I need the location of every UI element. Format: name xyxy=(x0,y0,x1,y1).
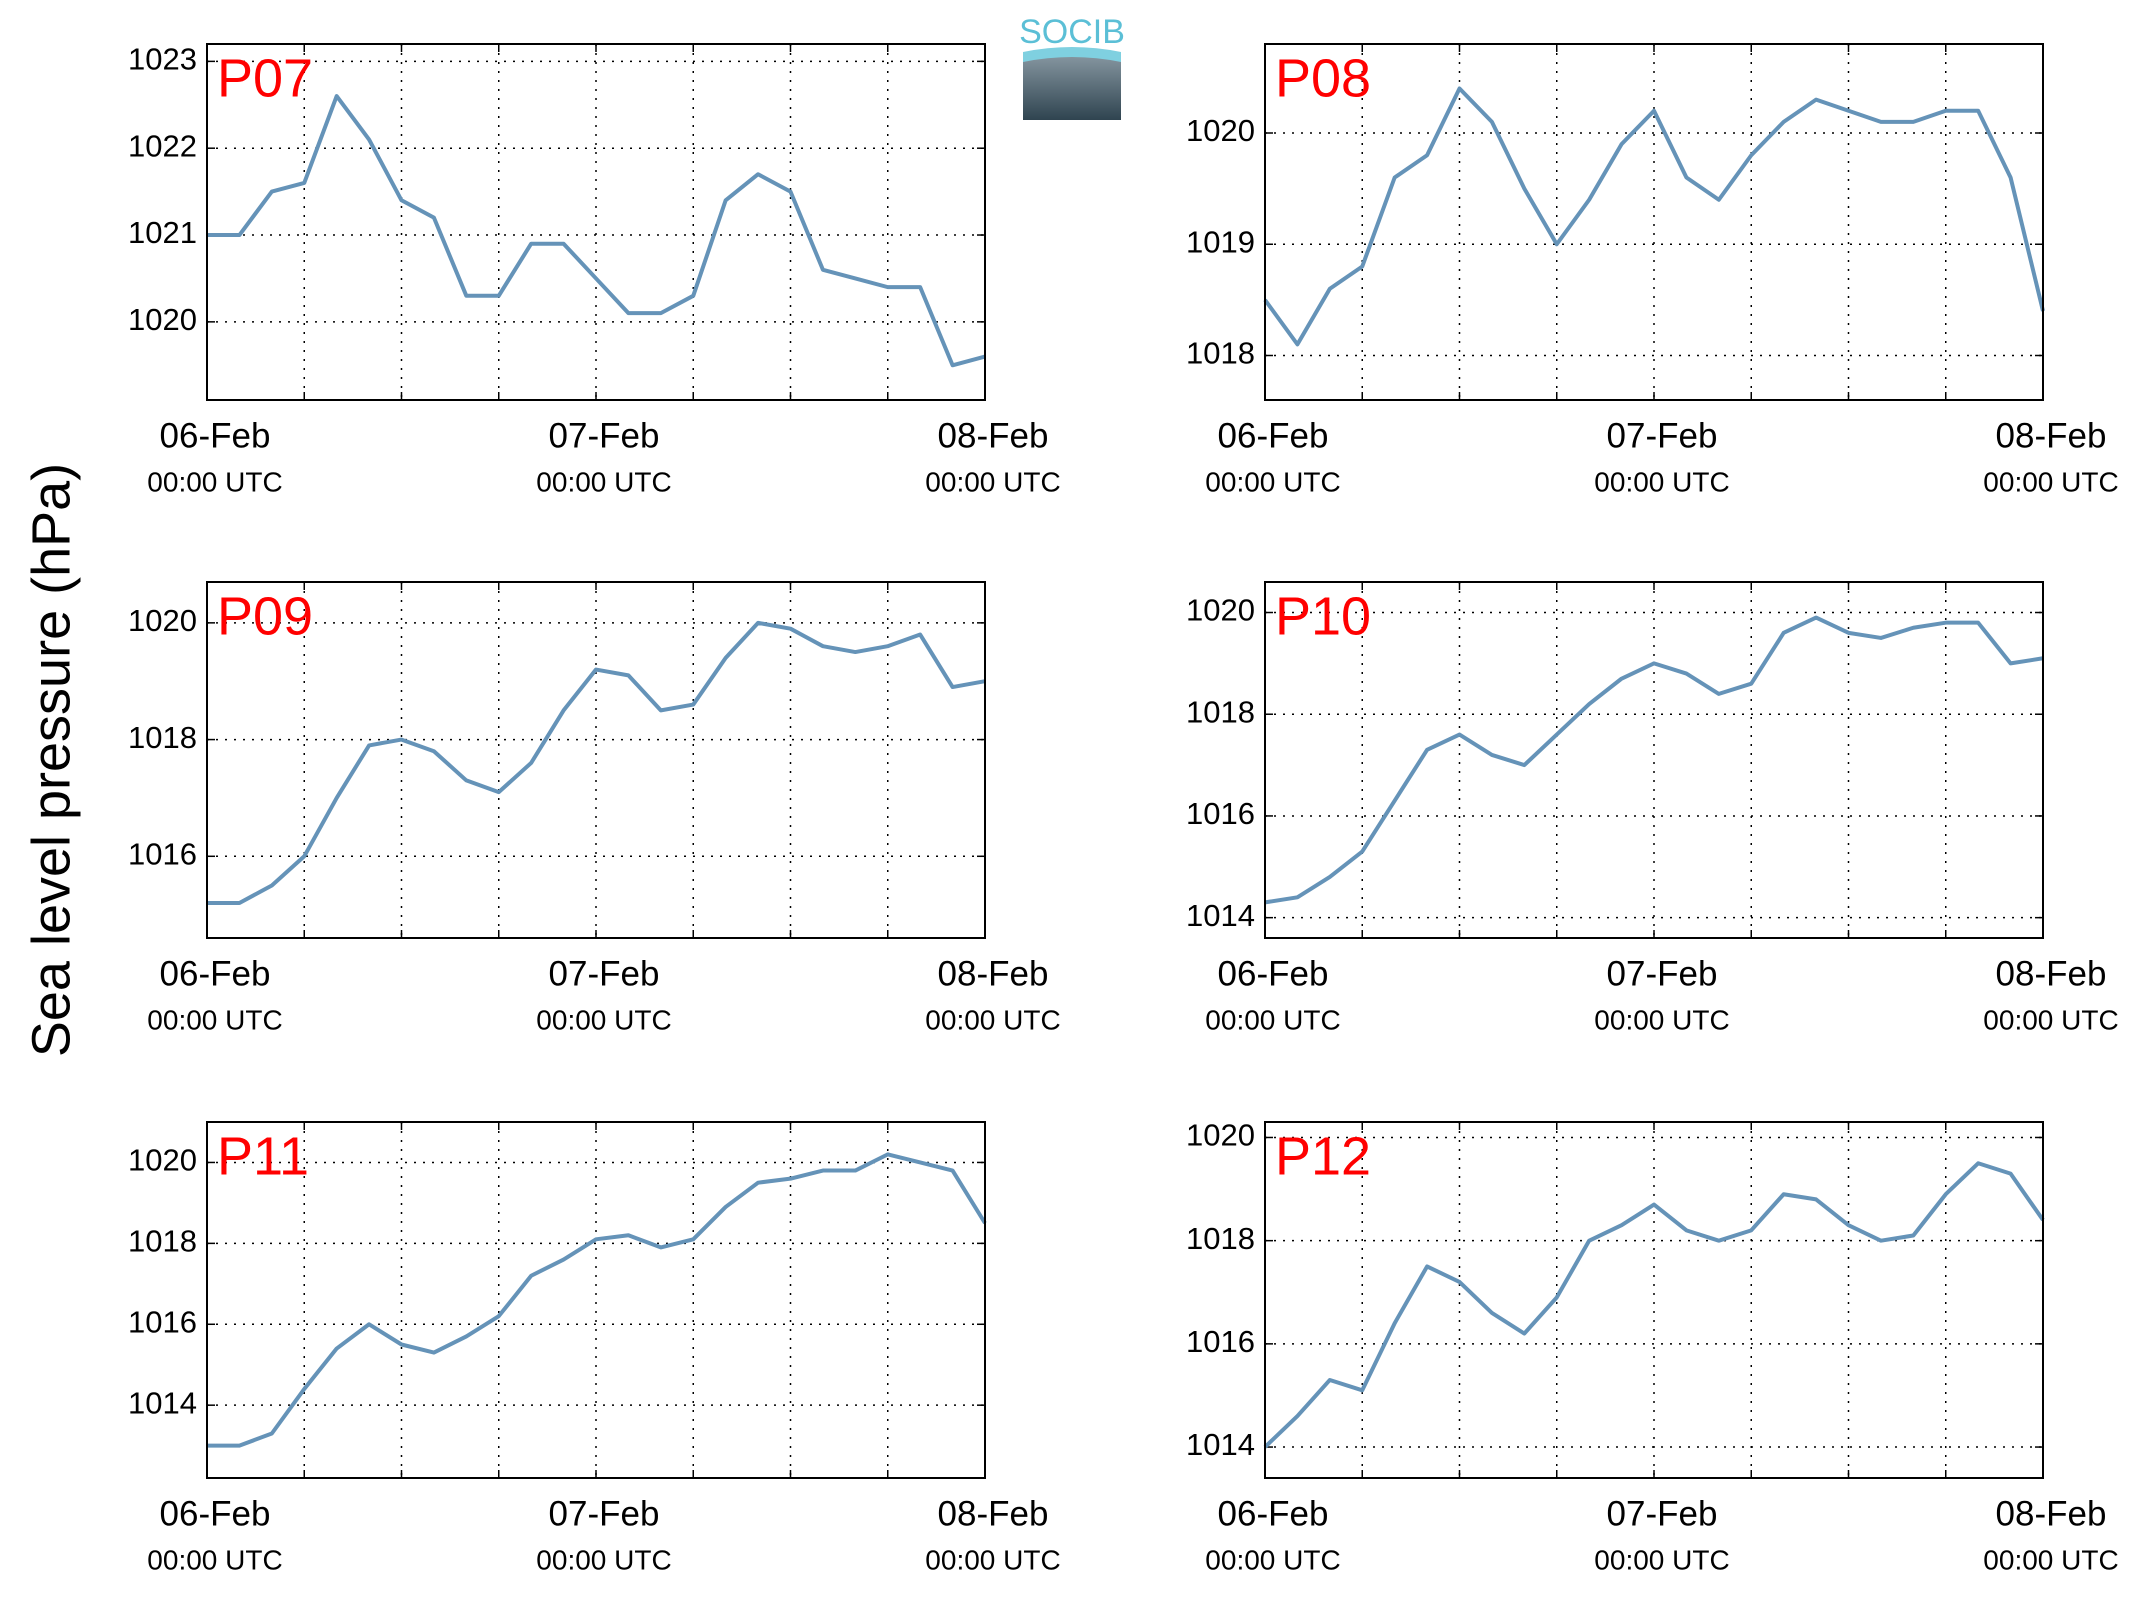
x-tick-label: 08-Feb xyxy=(1996,954,2107,993)
x-tick-sublabel: 00:00 UTC xyxy=(147,1004,282,1035)
plot-frame xyxy=(206,1121,986,1479)
y-tick-label: 1021 xyxy=(128,215,197,250)
y-tick-label: 1023 xyxy=(128,42,197,77)
plot-area xyxy=(207,44,985,400)
x-tick-label: 06-Feb xyxy=(1218,1494,1329,1533)
y-tick-label: 1020 xyxy=(1186,113,1255,148)
panel-title: P07 xyxy=(217,48,313,108)
plot-area xyxy=(1265,44,2043,400)
data-line xyxy=(207,94,986,368)
plot-frame xyxy=(206,581,986,939)
x-tick-label: 08-Feb xyxy=(938,954,1049,993)
y-tick-label: 1018 xyxy=(1186,336,1255,371)
panel-title: P12 xyxy=(1275,1126,1371,1186)
plot-area xyxy=(207,582,985,938)
x-tick-label: 08-Feb xyxy=(938,416,1049,455)
x-tick-label: 06-Feb xyxy=(1218,416,1329,455)
x-tick-label: 06-Feb xyxy=(160,954,271,993)
x-tick-sublabel: 00:00 UTC xyxy=(1205,466,1340,497)
x-tick-sublabel: 00:00 UTC xyxy=(1594,1544,1729,1575)
x-tick-sublabel: 00:00 UTC xyxy=(536,1004,671,1035)
x-tick-label: 07-Feb xyxy=(1607,954,1718,993)
y-tick-label: 1022 xyxy=(128,128,197,163)
logo: SOCIB xyxy=(1019,13,1125,120)
y-tick-label: 1020 xyxy=(128,603,197,638)
x-tick-label: 08-Feb xyxy=(1996,1494,2107,1533)
data-line xyxy=(1263,1161,2045,1449)
y-tick-label: 1014 xyxy=(1186,1427,1255,1462)
plot-frame xyxy=(206,43,986,401)
y-tick-label: 1020 xyxy=(1186,1118,1255,1153)
y-tick-label: 1018 xyxy=(1186,1221,1255,1256)
x-tick-sublabel: 00:00 UTC xyxy=(1205,1544,1340,1575)
x-tick-sublabel: 00:00 UTC xyxy=(1594,466,1729,497)
x-tick-sublabel: 00:00 UTC xyxy=(1983,1544,2118,1575)
x-tick-label: 06-Feb xyxy=(160,1494,271,1533)
x-tick-sublabel: 00:00 UTC xyxy=(147,466,282,497)
y-tick-label: 1016 xyxy=(1186,796,1255,831)
x-tick-label: 08-Feb xyxy=(938,1494,1049,1533)
x-tick-label: 07-Feb xyxy=(1607,1494,1718,1533)
y-tick-label: 1020 xyxy=(1186,593,1255,628)
logo-text: SOCIB xyxy=(1019,13,1125,51)
y-tick-label: 1014 xyxy=(1186,898,1255,933)
y-tick-label: 1016 xyxy=(128,1304,197,1339)
data-line xyxy=(207,620,986,905)
plot-frame xyxy=(1264,581,2044,939)
plot-frame xyxy=(1264,1121,2044,1479)
plot-area xyxy=(1265,582,2043,938)
panel-title: P11 xyxy=(217,1126,309,1186)
logo-wave xyxy=(1023,47,1121,62)
data-line xyxy=(1264,615,2044,905)
y-tick-label: 1016 xyxy=(128,836,197,871)
x-tick-sublabel: 00:00 UTC xyxy=(925,1544,1060,1575)
x-tick-label: 07-Feb xyxy=(549,954,660,993)
x-tick-sublabel: 00:00 UTC xyxy=(147,1544,282,1575)
y-tick-label: 1018 xyxy=(1186,694,1255,729)
y-tick-label: 1014 xyxy=(128,1385,197,1420)
x-tick-sublabel: 00:00 UTC xyxy=(536,1544,671,1575)
y-tick-label: 1019 xyxy=(1186,224,1255,259)
plot-area xyxy=(1265,1122,2043,1478)
x-tick-label: 06-Feb xyxy=(160,416,271,455)
x-tick-sublabel: 00:00 UTC xyxy=(1983,466,2118,497)
data-line xyxy=(1263,86,2045,347)
x-tick-sublabel: 00:00 UTC xyxy=(1205,1004,1340,1035)
x-tick-label: 08-Feb xyxy=(1996,416,2107,455)
x-tick-sublabel: 00:00 UTC xyxy=(1983,1004,2118,1035)
plot-frame xyxy=(1264,43,2044,401)
x-tick-label: 07-Feb xyxy=(1607,416,1718,455)
plot-area xyxy=(207,1122,985,1478)
panel-title: P09 xyxy=(217,586,313,646)
y-tick-label: 1018 xyxy=(128,720,197,755)
x-tick-sublabel: 00:00 UTC xyxy=(925,1004,1060,1035)
panel-title: P10 xyxy=(1275,586,1371,646)
x-tick-sublabel: 00:00 UTC xyxy=(1594,1004,1729,1035)
y-axis-label: Sea level pressure (hPa) xyxy=(21,463,81,1057)
x-tick-label: 07-Feb xyxy=(549,1494,660,1533)
y-tick-label: 1018 xyxy=(128,1224,197,1259)
y-tick-label: 1020 xyxy=(128,302,197,337)
x-tick-label: 06-Feb xyxy=(1218,954,1329,993)
y-tick-label: 1016 xyxy=(1186,1324,1255,1359)
x-tick-sublabel: 00:00 UTC xyxy=(925,466,1060,497)
y-tick-label: 1020 xyxy=(128,1143,197,1178)
x-tick-sublabel: 00:00 UTC xyxy=(536,466,671,497)
x-tick-label: 07-Feb xyxy=(549,416,660,455)
data-line xyxy=(207,1152,987,1448)
panel-title: P08 xyxy=(1275,48,1371,108)
logo-box xyxy=(1023,52,1121,120)
